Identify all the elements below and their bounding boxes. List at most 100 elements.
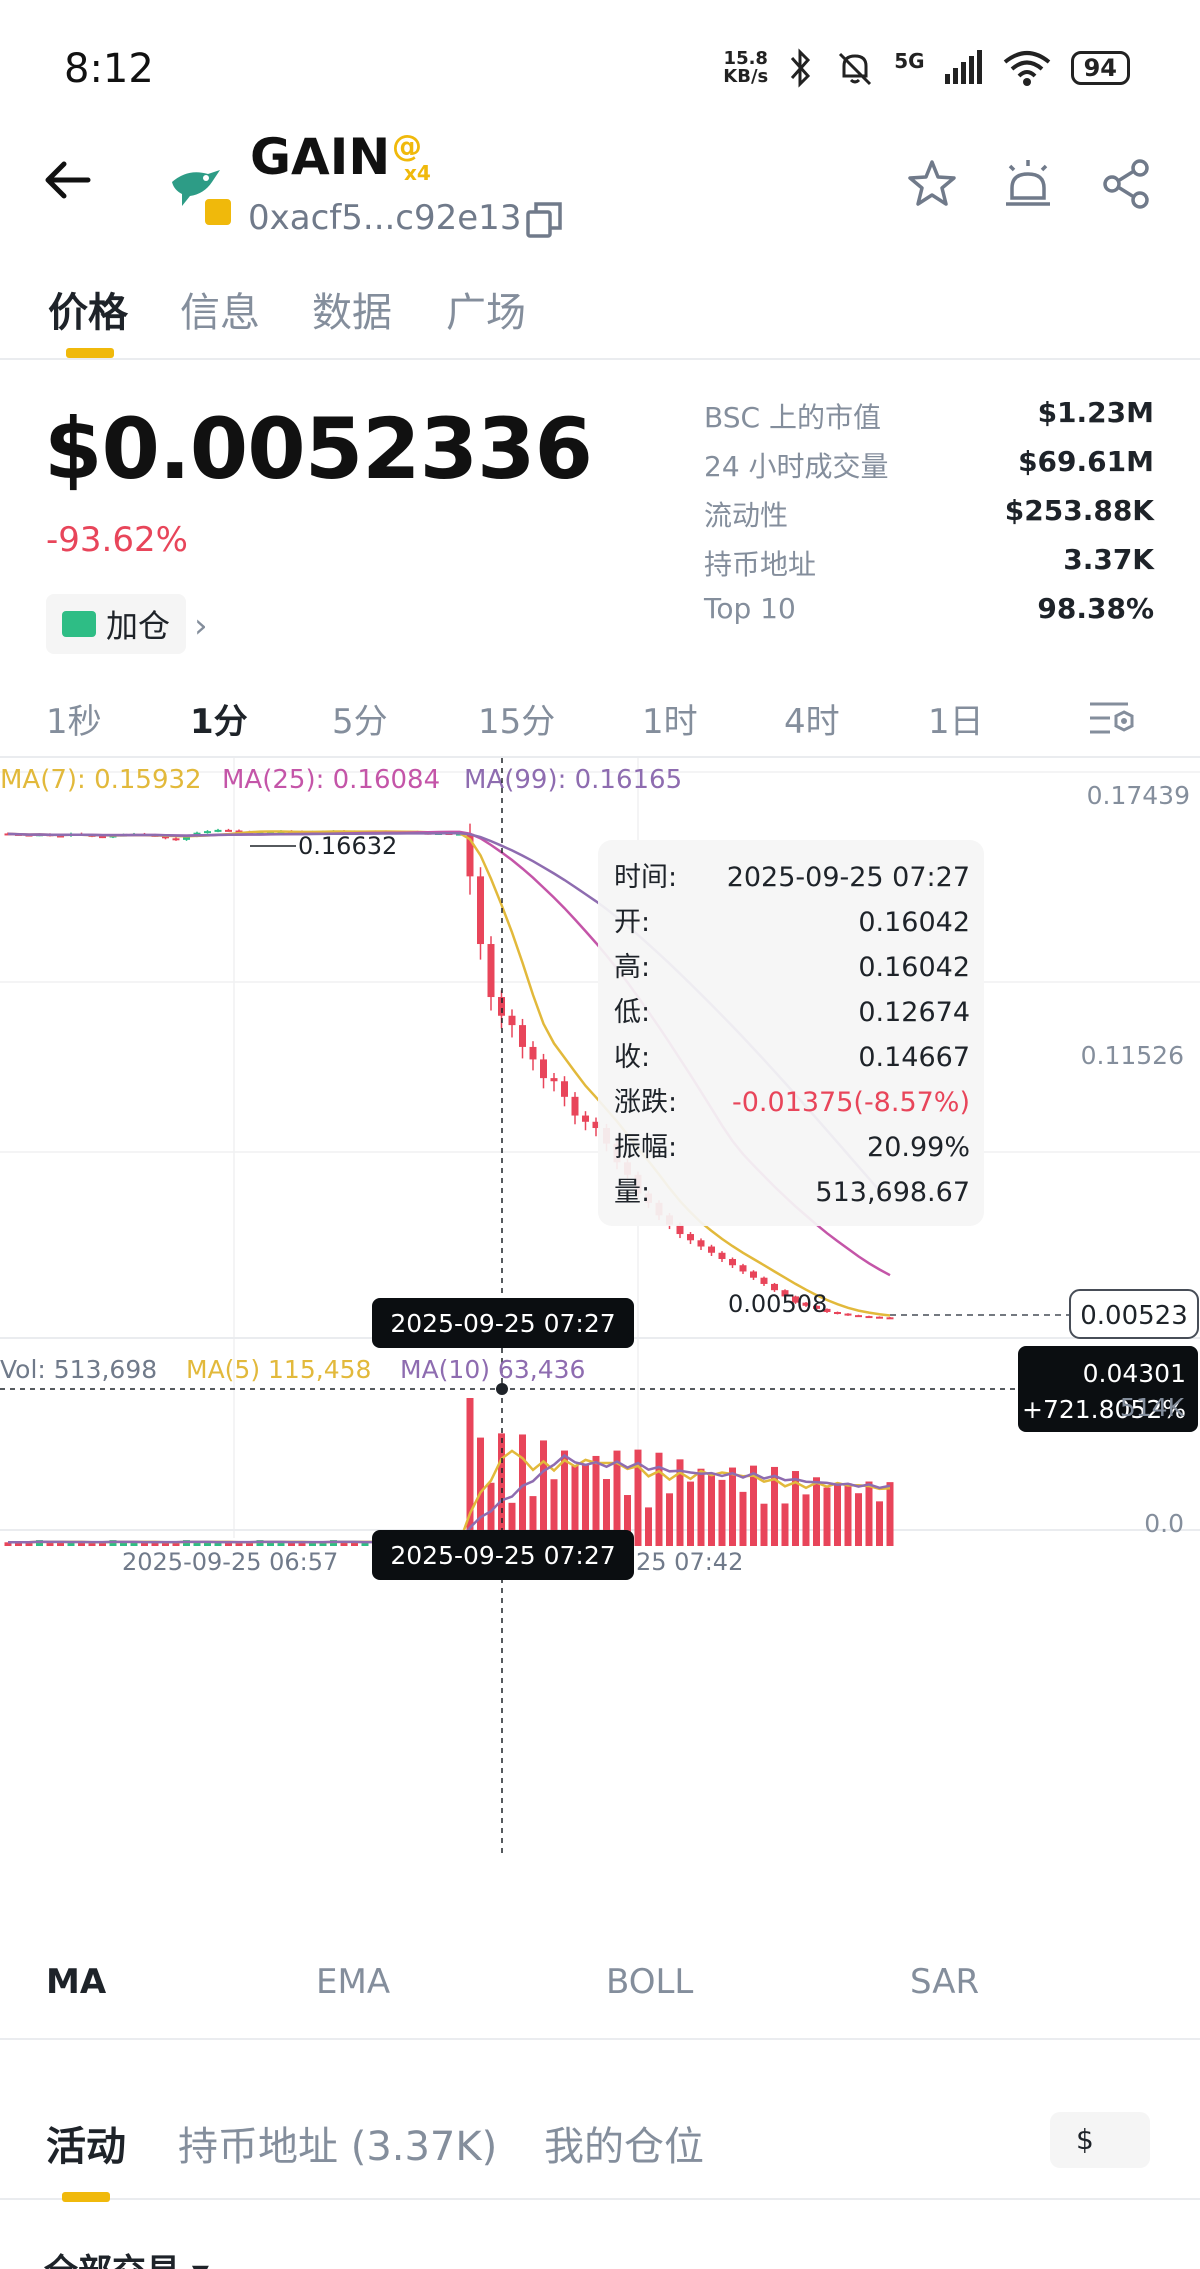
tab-square[interactable]: 广场 xyxy=(446,290,526,336)
candle xyxy=(99,836,106,839)
candle xyxy=(477,876,484,945)
bsc-chain-icon xyxy=(202,196,234,228)
volume-bar xyxy=(36,1540,43,1546)
crosshair-price-tag xyxy=(1018,1346,1198,1432)
chart-settings-icon[interactable] xyxy=(1088,696,1136,740)
candle xyxy=(802,1302,810,1306)
interval-1m[interactable]: 1分 xyxy=(190,702,248,742)
interval-1d[interactable]: 1日 xyxy=(928,702,984,742)
volume-bar xyxy=(298,1542,306,1546)
tab-data[interactable]: 数据 xyxy=(312,290,392,336)
volume-bar xyxy=(823,1487,831,1546)
candle xyxy=(498,997,505,1016)
back-arrow-icon[interactable] xyxy=(38,150,98,210)
tooltip-label: 低: xyxy=(614,997,650,1028)
candle xyxy=(235,830,243,833)
tab-price[interactable]: 价格 xyxy=(48,290,128,336)
indicator-sar[interactable]: SAR xyxy=(910,1962,980,2002)
alert-bell-icon[interactable] xyxy=(1000,156,1056,212)
volume-bar xyxy=(813,1477,820,1546)
volume-bar xyxy=(246,1542,253,1546)
token-logo-icon xyxy=(172,170,220,206)
volume-bar xyxy=(225,1542,232,1546)
candle xyxy=(792,1296,799,1303)
tab-my-position[interactable]: 我的仓位 xyxy=(544,2124,704,2170)
volume-bar xyxy=(351,1542,358,1546)
vol-axis-label: 514K xyxy=(1120,1393,1185,1422)
indicator-boll[interactable]: BOLL xyxy=(606,1962,694,2002)
candle xyxy=(708,1246,715,1253)
indicator-ema[interactable]: EMA xyxy=(316,1962,391,2002)
active-tab-indicator xyxy=(62,2192,110,2202)
star-icon[interactable] xyxy=(904,156,960,212)
volume-bar xyxy=(57,1542,64,1546)
interval-4h[interactable]: 4时 xyxy=(784,702,840,742)
candle xyxy=(550,1078,558,1082)
volume-bar xyxy=(99,1542,106,1546)
candle xyxy=(172,838,180,841)
volume-bar xyxy=(519,1434,526,1546)
volume-bar xyxy=(624,1495,631,1546)
volume-bar xyxy=(613,1450,621,1546)
volume-bar xyxy=(750,1465,757,1546)
share-icon[interactable] xyxy=(1098,156,1154,212)
tooltip-value: 0.14667 xyxy=(858,1042,970,1073)
volume-bar xyxy=(676,1459,684,1546)
vol-legend-item: Vol: 513,698 xyxy=(0,1355,157,1384)
currency-toggle[interactable]: $ xyxy=(1050,2112,1150,2168)
tooltip-label: 收: xyxy=(614,1042,650,1073)
tab-holders[interactable]: 持币地址 (3.37K) xyxy=(178,2124,498,2170)
volume-bar xyxy=(141,1542,148,1546)
stat-row: BSC 上的市值 $1.23M xyxy=(704,396,1154,434)
volume-bar xyxy=(319,1542,327,1546)
interval-1s[interactable]: 1秒 xyxy=(46,702,102,742)
interval-1h[interactable]: 1时 xyxy=(642,702,698,742)
candle xyxy=(781,1290,789,1297)
stat-row: 24 小时成交量 $69.61M xyxy=(704,445,1154,483)
volume-bar xyxy=(172,1542,180,1546)
top-tabs: 价格 信息 数据 广场 xyxy=(0,270,1200,360)
price-chart[interactable]: MA(7): 0.15932 MA(25): 0.16084 MA(99): 0.1… xyxy=(0,758,1200,1880)
tab-info[interactable]: 信息 xyxy=(180,290,260,336)
volume-bar xyxy=(361,1542,369,1546)
volume-bar xyxy=(67,1542,75,1546)
volume-bar xyxy=(204,1542,211,1546)
copy-icon[interactable] xyxy=(524,200,564,240)
tab-activity[interactable]: 活动 xyxy=(46,2124,126,2170)
current-price: $0.0052336 xyxy=(44,400,593,498)
tooltip-label: 量: xyxy=(614,1177,650,1208)
candle xyxy=(876,1316,883,1319)
volume-bar xyxy=(193,1542,201,1546)
chevron-right-icon[interactable]: › xyxy=(194,606,208,646)
volume-bar xyxy=(4,1542,12,1546)
volume-bar xyxy=(151,1542,159,1546)
indicator-ma[interactable]: MA xyxy=(46,1962,107,2002)
candle xyxy=(214,829,222,832)
all-trades-filter[interactable]: 全部交易 ▾ xyxy=(44,2244,209,2269)
vol-axis-label: 0.0 xyxy=(1144,1509,1184,1538)
add-position-button[interactable]: 加仓 xyxy=(46,594,187,654)
volume-bar xyxy=(666,1493,673,1546)
volume-bar xyxy=(729,1467,736,1546)
candle xyxy=(540,1059,547,1079)
volume-bar xyxy=(634,1449,642,1546)
candle xyxy=(529,1046,537,1060)
volume-bar xyxy=(802,1494,810,1546)
candle xyxy=(729,1258,736,1266)
interval-5m[interactable]: 5分 xyxy=(332,702,388,742)
volume-bar xyxy=(466,1398,474,1546)
volume-bar xyxy=(130,1542,138,1546)
tooltip-label: 高: xyxy=(614,952,650,983)
mute-icon xyxy=(839,52,872,86)
interval-15m[interactable]: 15分 xyxy=(478,702,556,742)
battery-indicator: 94 xyxy=(1070,51,1130,85)
volume-bar xyxy=(487,1482,495,1546)
tooltip-value: 0.16042 xyxy=(858,907,970,938)
x-axis-label: 2025-09-25 06:57 xyxy=(122,1548,338,1576)
activity-tabs: 活动 持币地址 (3.37K) 我的仓位 xyxy=(0,2090,1200,2202)
candle xyxy=(750,1271,757,1278)
y-axis-label: 0.17439 xyxy=(1087,781,1190,810)
status-time: 8:12 xyxy=(64,46,154,92)
candle xyxy=(204,831,211,834)
indicator-tabs: MA EMA BOLL SAR xyxy=(0,1940,1200,2040)
